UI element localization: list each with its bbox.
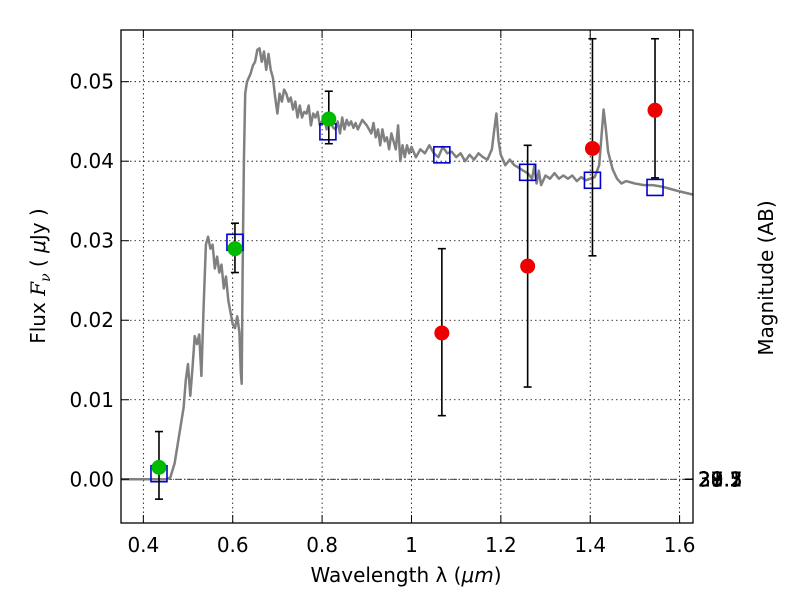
x-tick-label: 1.4 bbox=[574, 533, 606, 557]
y2-tick-label: 27.7 bbox=[698, 467, 743, 491]
y-axis-label-prefix: Flux bbox=[26, 296, 50, 344]
model-box bbox=[433, 146, 451, 164]
y-tick-label: 0.01 bbox=[69, 388, 114, 412]
y-tick-label: 0.05 bbox=[69, 70, 114, 94]
detection-point bbox=[227, 241, 243, 257]
x-axis-label-prefix: Wavelength λ ( bbox=[310, 563, 461, 587]
y-axis-label-unit-open: ( bbox=[26, 253, 50, 274]
y-axis-label-unit-mu: μ bbox=[26, 240, 50, 254]
detection-point bbox=[321, 111, 337, 127]
x-tick-label: 0.4 bbox=[127, 533, 159, 557]
y-tick-label: 0.00 bbox=[69, 467, 114, 491]
nondetection-point bbox=[584, 140, 600, 156]
x-tick-label: 0.8 bbox=[306, 533, 338, 557]
y2-tick-label: 29.5 bbox=[698, 467, 743, 491]
y2-axis-label: Magnitude (AB) bbox=[754, 200, 778, 355]
sed-curve-group bbox=[121, 47, 694, 481]
detection-point bbox=[151, 459, 167, 475]
y-axis-label-subscript: ν bbox=[38, 273, 54, 282]
sed-curve bbox=[121, 47, 694, 481]
model-box bbox=[646, 178, 664, 197]
y2-tick-label: 30 bbox=[698, 467, 723, 491]
x-tick-label: 1 bbox=[405, 533, 418, 557]
y2-tick-label: 29 bbox=[698, 467, 723, 491]
tick-group bbox=[121, 30, 693, 523]
y2-tick-label: 27.5 bbox=[698, 467, 743, 491]
y-axis-label-symbol: F bbox=[26, 281, 50, 297]
y2-tick-label: 27.3 bbox=[698, 467, 743, 491]
x-tick-label: 1.6 bbox=[664, 533, 696, 557]
nondetection-group bbox=[434, 102, 663, 341]
nondetection-point bbox=[434, 325, 450, 341]
detection-group bbox=[151, 111, 337, 475]
errorbar-group bbox=[154, 37, 660, 500]
x-axis-label-unit: μm bbox=[460, 563, 493, 587]
y-tick-label: 0.02 bbox=[69, 308, 114, 332]
y2-tick-label: 28 bbox=[698, 467, 723, 491]
x-tick-label: 1.2 bbox=[485, 533, 517, 557]
y-axis-label: Flux Fν ( μJy ) bbox=[26, 208, 54, 344]
y-tick-label: 0.03 bbox=[69, 229, 114, 253]
grid-lines bbox=[121, 30, 693, 523]
y2-tick-label: 28.2 bbox=[698, 467, 743, 491]
y-tick-label: 0.04 bbox=[69, 149, 114, 173]
y2-tick-label: 28.5 bbox=[698, 467, 743, 491]
x-axis-label-suffix: ) bbox=[494, 563, 502, 587]
y2-tick-label: 31 bbox=[698, 467, 723, 491]
nondetection-point bbox=[520, 258, 536, 274]
y-axis-label-unit-rest: Jy ) bbox=[26, 208, 50, 242]
y-tick-labels: 0.00 0.01 0.02 0.03 0.04 0.05 bbox=[69, 70, 114, 492]
x-axis-label: Wavelength λ (μm) bbox=[310, 563, 501, 587]
x-tick-label: 0.6 bbox=[217, 533, 249, 557]
nondetection-point bbox=[647, 102, 663, 118]
y2-tick-label: 27.1 bbox=[698, 467, 743, 491]
plot-frame bbox=[120, 29, 694, 524]
x-tick-labels: 0.4 0.6 0.8 1 1.2 1.4 1.6 bbox=[127, 533, 695, 557]
